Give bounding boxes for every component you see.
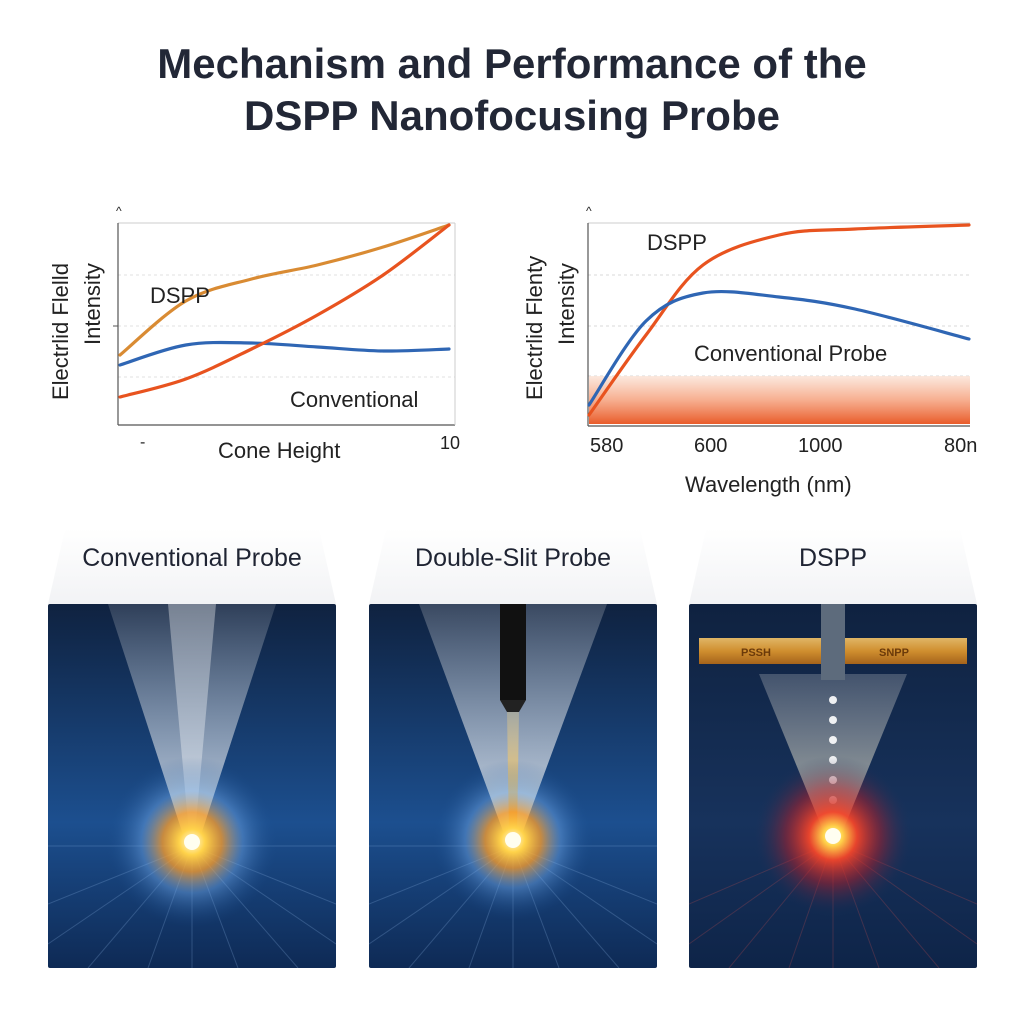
- series-line-1: [587, 289, 971, 407]
- panel-dspp: DSPP: [689, 528, 977, 968]
- chart2-x-tick-1: 600: [694, 435, 727, 457]
- chart1-annotation-conventional: Conventional: [290, 387, 418, 412]
- title-line-2: DSPP Nanofocusing Probe: [244, 92, 780, 139]
- chart2-x-label: Wavelength (nm): [685, 472, 852, 497]
- chart1-grid: [113, 222, 456, 426]
- chart2-y-label-line2: Intensity: [554, 263, 579, 345]
- probe-tip: [821, 604, 845, 680]
- panel-label: Double-Slit Probe: [415, 544, 611, 572]
- panel-label: DSPP: [798, 544, 868, 572]
- wavelength-chart: ^ DSPP Conventional Probe 580 600 1000 8…: [510, 195, 1000, 515]
- series-line-0: [118, 223, 451, 357]
- chart2-y-arrow: ^: [586, 204, 592, 218]
- probe-tip: [500, 604, 526, 700]
- conventional-probe-illustration: [48, 604, 336, 968]
- chart1-x-tick-1: 10: [440, 433, 460, 453]
- chart2-annotation-dspp: DSPP: [647, 230, 707, 255]
- chart1-x-tick-0: -: [140, 434, 145, 451]
- chart2-x-tick-0: 580: [590, 435, 623, 457]
- chart2-x-tick-2: 1000: [798, 435, 843, 457]
- chart2-series: [587, 223, 971, 417]
- panel-header: [369, 528, 657, 604]
- chart1-y-arrow: ^: [116, 204, 122, 218]
- plate-label-right: SNPP: [879, 647, 909, 659]
- panel-double-slit-probe: Double-Slit Probe: [369, 528, 657, 968]
- panel-header: [48, 528, 336, 604]
- chart1-annotation-dspp: DSPP: [150, 283, 210, 308]
- light-cone: [108, 604, 276, 844]
- series-line-1: [118, 340, 451, 367]
- page-title: Mechanism and Performance of the DSPP Na…: [0, 38, 1024, 142]
- series-line-0: [587, 223, 971, 417]
- dspp-illustration: PSSH SNPP: [689, 604, 977, 968]
- cone-height-chart: ^ DSPP Conventional - 10 Cone Height Ele…: [40, 195, 480, 515]
- double-slit-probe-illustration: [369, 604, 657, 968]
- series-line-2: [118, 223, 451, 399]
- chart2-y-label-line1: Electrlid Flenty: [522, 256, 547, 400]
- title-line-1: Mechanism and Performance of the: [157, 40, 867, 87]
- chart2-intensity-band: [589, 376, 970, 424]
- panel-conventional-probe: Conventional Probe: [48, 528, 336, 968]
- chart2-annotation-conventional: Conventional Probe: [694, 341, 887, 366]
- chart1-x-label: Cone Height: [218, 438, 340, 463]
- chart1-y-label-line2: Intensity: [80, 263, 105, 345]
- panel-label: Conventional Probe: [82, 544, 302, 572]
- panel-header: [689, 528, 977, 604]
- chart2-x-tick-3: 80n: [944, 435, 977, 457]
- chart1-y-label-line1: Electrlid Flelld: [48, 263, 73, 400]
- plate-label-left: PSSH: [741, 647, 771, 659]
- chart1-series: [118, 223, 451, 399]
